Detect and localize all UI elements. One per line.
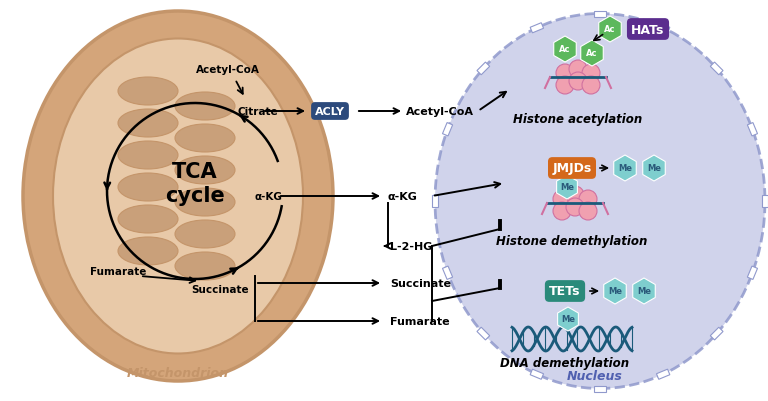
Polygon shape <box>747 266 757 280</box>
Polygon shape <box>477 327 490 340</box>
Ellipse shape <box>435 14 765 389</box>
Text: Citrate: Citrate <box>237 107 278 117</box>
Text: Fumarate: Fumarate <box>390 316 449 326</box>
Text: α-KG: α-KG <box>254 192 282 201</box>
Text: Ac: Ac <box>604 25 616 34</box>
Ellipse shape <box>118 205 178 233</box>
Polygon shape <box>557 176 578 200</box>
Polygon shape <box>643 156 665 182</box>
Text: TETs: TETs <box>549 285 581 298</box>
Ellipse shape <box>175 188 235 217</box>
Ellipse shape <box>175 157 235 184</box>
Text: Me: Me <box>560 183 574 192</box>
Circle shape <box>566 186 584 205</box>
Circle shape <box>553 190 571 209</box>
Polygon shape <box>657 369 670 379</box>
Text: Succinate: Succinate <box>191 284 249 294</box>
Text: ACLY: ACLY <box>315 107 345 117</box>
Text: Me: Me <box>561 315 575 324</box>
Ellipse shape <box>118 174 178 201</box>
Text: Me: Me <box>647 164 661 173</box>
Circle shape <box>579 190 597 209</box>
Text: Mitochondrion: Mitochondrion <box>127 367 229 380</box>
Polygon shape <box>477 63 490 76</box>
Ellipse shape <box>53 39 303 354</box>
Circle shape <box>556 65 574 83</box>
Ellipse shape <box>175 93 235 121</box>
Polygon shape <box>442 266 452 280</box>
Text: Acetyl-CoA: Acetyl-CoA <box>196 65 260 75</box>
Polygon shape <box>762 196 768 207</box>
Text: JMJDs: JMJDs <box>552 162 591 175</box>
Text: Ac: Ac <box>586 49 598 59</box>
Text: Fumarate: Fumarate <box>90 266 146 276</box>
Circle shape <box>569 61 587 79</box>
Circle shape <box>569 73 587 91</box>
Text: Succinate: Succinate <box>390 278 451 288</box>
Ellipse shape <box>118 142 178 170</box>
Polygon shape <box>554 37 576 63</box>
Circle shape <box>579 203 597 221</box>
Polygon shape <box>581 41 603 67</box>
Polygon shape <box>710 327 723 340</box>
Polygon shape <box>594 385 606 391</box>
Text: L-2-HG: L-2-HG <box>390 241 432 251</box>
Circle shape <box>553 203 571 221</box>
Ellipse shape <box>23 12 333 381</box>
Text: Me: Me <box>608 287 622 296</box>
Circle shape <box>582 65 600 83</box>
Text: Histone demethylation: Histone demethylation <box>496 235 647 248</box>
Text: DNA demethylation: DNA demethylation <box>501 356 630 370</box>
Text: Nucleus: Nucleus <box>567 370 623 383</box>
Polygon shape <box>747 123 757 137</box>
Polygon shape <box>594 12 606 18</box>
Circle shape <box>566 198 584 217</box>
Text: Acetyl-CoA: Acetyl-CoA <box>406 107 474 117</box>
Polygon shape <box>633 278 655 304</box>
Ellipse shape <box>118 78 178 106</box>
Ellipse shape <box>175 252 235 280</box>
Text: Ac: Ac <box>559 45 571 55</box>
Text: Me: Me <box>618 164 632 173</box>
Polygon shape <box>599 17 621 43</box>
Polygon shape <box>710 63 723 76</box>
Text: Histone acetylation: Histone acetylation <box>513 112 643 125</box>
Polygon shape <box>614 156 636 182</box>
Text: Me: Me <box>637 287 651 296</box>
Polygon shape <box>558 307 578 331</box>
Ellipse shape <box>175 221 235 248</box>
Ellipse shape <box>118 110 178 138</box>
Polygon shape <box>604 278 626 304</box>
Polygon shape <box>530 24 544 34</box>
Polygon shape <box>657 24 670 34</box>
Polygon shape <box>530 369 544 379</box>
Circle shape <box>582 77 600 95</box>
Circle shape <box>556 77 574 95</box>
Text: HATs: HATs <box>631 23 664 36</box>
Ellipse shape <box>118 237 178 265</box>
Text: TCA
cycle: TCA cycle <box>165 162 225 205</box>
Ellipse shape <box>175 125 235 153</box>
Polygon shape <box>432 196 438 207</box>
Text: α-KG: α-KG <box>388 192 418 201</box>
Polygon shape <box>442 123 452 137</box>
